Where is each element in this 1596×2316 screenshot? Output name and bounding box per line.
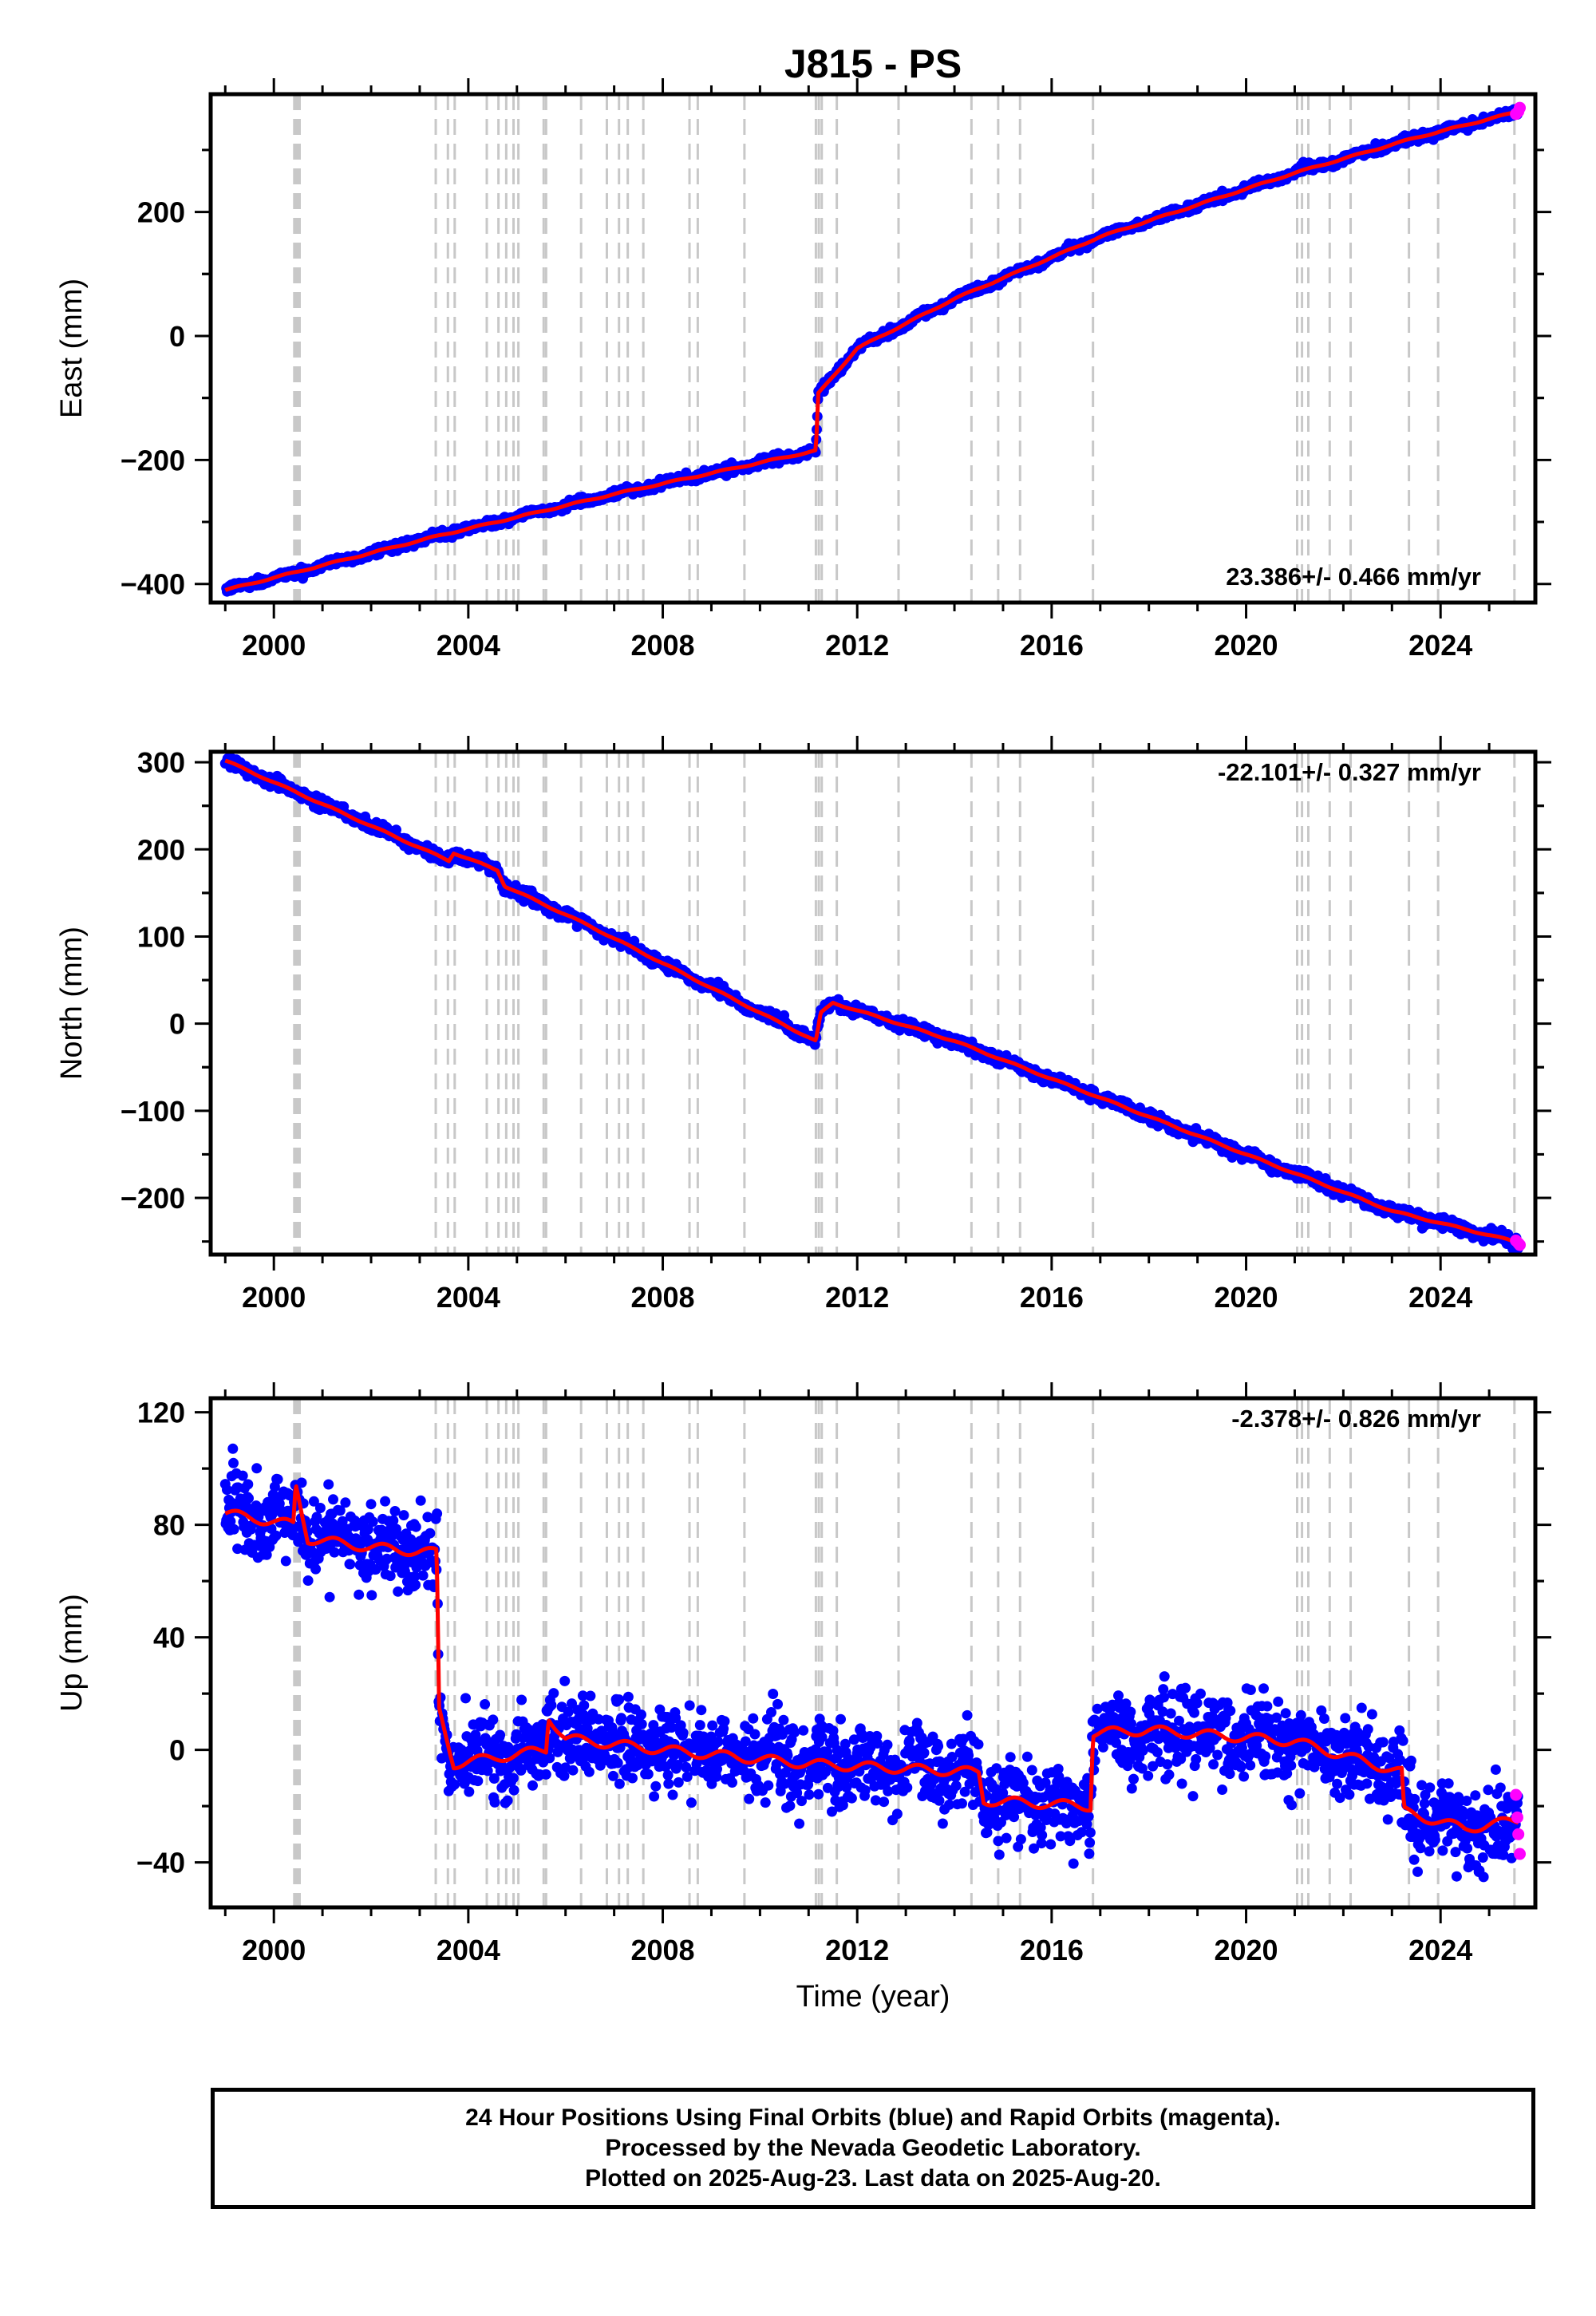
north-panel: 2000 2004 2008 2012 2016 2020 2024 −200 −100 0 100… xyxy=(55,736,1551,1314)
east-y-tick-label: 0 xyxy=(169,320,185,353)
north-x-tick-label: 2004 xyxy=(437,1281,500,1314)
up-data-point xyxy=(380,1496,391,1507)
up-data-point xyxy=(243,1479,254,1490)
east-y-tick-label: 200 xyxy=(137,196,185,229)
up-data-point xyxy=(464,1786,475,1797)
up-data-point xyxy=(366,1590,377,1601)
east-rapid-point xyxy=(1514,101,1527,114)
up-data-point xyxy=(393,1586,404,1597)
up-data-point xyxy=(280,1555,291,1567)
up-data-point xyxy=(324,1591,335,1603)
up-data-point xyxy=(432,1508,443,1520)
east-model-fit-line xyxy=(224,109,1519,592)
north-y-tick-label: −100 xyxy=(120,1095,185,1128)
up-data-point xyxy=(323,1479,334,1490)
east-x-tick-label: 2024 xyxy=(1408,629,1472,662)
north-x-tick-label: 2020 xyxy=(1214,1281,1278,1314)
up-data-point xyxy=(417,1570,429,1581)
up-data-point xyxy=(410,1521,421,1532)
east-x-tick-label: 2016 xyxy=(1020,629,1084,662)
north-x-tick-label: 2000 xyxy=(242,1281,306,1314)
east-y-tick-label: −200 xyxy=(120,444,185,476)
up-data-point xyxy=(410,1579,421,1591)
up-data-point xyxy=(345,1559,356,1570)
up-data-point xyxy=(314,1503,326,1513)
up-data-point xyxy=(472,1776,484,1787)
north-y-tick-label: 300 xyxy=(137,746,185,779)
east-x-tick-label: 2004 xyxy=(437,629,500,662)
east-panel: 2000 2004 2008 2012 2016 2020 2024 −400 −200 0 200… xyxy=(55,78,1551,662)
north-x-tick-label: 2024 xyxy=(1408,1281,1472,1314)
up-data-point xyxy=(398,1510,409,1521)
north-final-points xyxy=(219,752,1523,1255)
up-data-point xyxy=(228,1457,239,1468)
up-panel: 2000 2004 2008 2012 2016 2020 2024−4004080120U… xyxy=(55,1382,1551,2014)
up-data-point xyxy=(251,1463,263,1474)
up-data-point xyxy=(272,1474,283,1485)
east-x-tick-label: 2020 xyxy=(1214,629,1278,662)
east-x-tick-label: 2000 xyxy=(242,629,306,662)
east-x-tick-label: 2008 xyxy=(630,629,694,662)
up-data-point xyxy=(340,1497,351,1508)
east-x-tick-label: 2012 xyxy=(825,629,889,662)
up-data-point xyxy=(365,1499,377,1510)
up-data-point xyxy=(328,1494,338,1505)
north-x-tick-label: 2012 xyxy=(825,1281,889,1314)
up-data-point xyxy=(460,1693,471,1704)
north-velocity-label: -22.101+/- 0.327 mm/yr xyxy=(1218,758,1481,786)
up-data-point xyxy=(228,1524,239,1535)
north-y-tick-label: 0 xyxy=(169,1008,185,1041)
north-y-tick-label: −200 xyxy=(120,1182,185,1215)
east-y-tick-label: −400 xyxy=(120,568,185,601)
east-final-points xyxy=(221,104,1523,597)
north-plot-frame xyxy=(208,749,1538,1257)
up-data-point xyxy=(425,1528,436,1539)
north-y-axis-label: North (mm) xyxy=(55,927,89,1080)
up-data-point xyxy=(237,1470,248,1481)
east-velocity-label: 23.386+/- 0.466 mm/yr xyxy=(1226,563,1481,591)
up-data-point xyxy=(302,1575,314,1586)
up-data-point xyxy=(227,1443,239,1454)
east-plot-frame xyxy=(208,92,1538,605)
chart-title: J815 - PS xyxy=(784,41,962,86)
north-rapid-point xyxy=(1514,1239,1527,1251)
up-data-point xyxy=(367,1516,378,1528)
north-x-tick-label: 2008 xyxy=(630,1281,694,1314)
north-y-tick-label: 100 xyxy=(137,920,185,953)
up-data-point xyxy=(310,1563,322,1575)
up-data-point xyxy=(354,1589,365,1600)
north-y-tick-label: 200 xyxy=(137,833,185,866)
up-final-points xyxy=(219,1443,1523,1883)
north-x-tick-label: 2016 xyxy=(1020,1281,1084,1314)
up-data-point xyxy=(415,1495,426,1506)
up-data-point xyxy=(480,1699,491,1709)
east-y-axis-label: East (mm) xyxy=(55,279,89,418)
north-model-fit-line xyxy=(224,758,1519,1245)
up-data-point xyxy=(243,1492,254,1504)
